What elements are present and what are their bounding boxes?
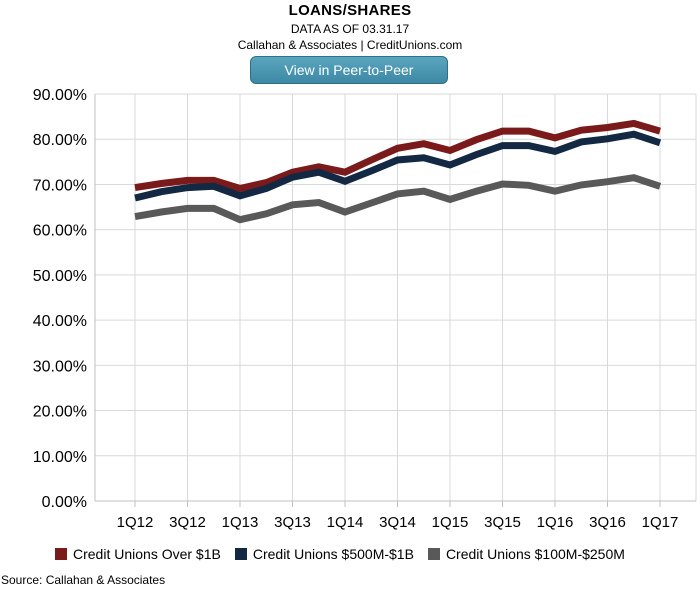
view-in-peer-to-peer-label: View in Peer-to-Peer bbox=[284, 62, 414, 78]
y-tick-label: 0.00% bbox=[42, 494, 87, 511]
x-tick-label: 3Q16 bbox=[589, 514, 626, 531]
grid bbox=[95, 93, 696, 502]
x-tick-label: 1Q16 bbox=[537, 514, 574, 531]
y-tick-label: 70.00% bbox=[33, 177, 87, 194]
y-tick-label: 90.00% bbox=[33, 87, 87, 104]
x-tick-label: 1Q15 bbox=[432, 514, 469, 531]
y-tick-labels: 0.00% 10.00% 20.00% 30.00% 40.00% 50.00% 60.00… bbox=[33, 87, 87, 511]
series-line-500m-1b bbox=[134, 130, 662, 202]
view-in-peer-to-peer-button[interactable]: View in Peer-to-Peer bbox=[250, 56, 448, 84]
axes bbox=[94, 94, 697, 507]
series-line-over-1b bbox=[134, 119, 661, 193]
legend-label: Credit Unions $100M-$250M bbox=[445, 546, 625, 562]
legend-label: Credit Unions Over $1B bbox=[73, 546, 221, 562]
x-tick-label: 1Q14 bbox=[327, 514, 364, 531]
y-tick-label: 80.00% bbox=[33, 132, 87, 149]
x-tick-label: 1Q17 bbox=[642, 514, 679, 531]
x-tick-labels: 1Q12 3Q12 1Q13 3Q13 1Q14 3Q14 1Q15 3Q15 1Q16 3Q16… bbox=[117, 514, 679, 531]
legend-swatch bbox=[234, 548, 247, 560]
y-tick-label: 40.00% bbox=[33, 313, 87, 330]
series-lines bbox=[134, 119, 662, 224]
legend-swatch bbox=[55, 548, 67, 560]
x-tick-label: 3Q15 bbox=[484, 514, 521, 531]
x-tick-label: 3Q14 bbox=[379, 514, 416, 531]
legend-item-over-1b[interactable]: Credit Unions Over $1B bbox=[55, 546, 221, 562]
line-chart: 0.00% 10.00% 20.00% 30.00% 40.00% 50.00% 60.00… bbox=[33, 87, 697, 531]
x-tick-label: 1Q13 bbox=[222, 514, 259, 531]
y-tick-label: 60.00% bbox=[33, 223, 87, 240]
x-tick-label: 1Q12 bbox=[117, 514, 154, 531]
y-tick-label: 30.00% bbox=[33, 358, 87, 375]
source-footer: Source: Callahan & Associates bbox=[1, 573, 166, 587]
y-tick-label: 10.00% bbox=[33, 449, 87, 466]
legend-swatch bbox=[427, 548, 440, 560]
x-tick-label: 3Q13 bbox=[274, 514, 311, 531]
legend-item-100m-250m[interactable]: Credit Unions $100M-$250M bbox=[427, 546, 625, 562]
legend-item-500m-1b[interactable]: Credit Unions $500M-$1B bbox=[234, 546, 414, 562]
credit-line: Callahan & Associates | CreditUnions.com bbox=[237, 38, 463, 52]
x-tick-label: 3Q12 bbox=[169, 514, 206, 531]
legend: Credit Unions Over $1B Credit Unions $50… bbox=[55, 546, 639, 562]
legend-label: Credit Unions $500M-$1B bbox=[252, 546, 414, 562]
y-tick-label: 50.00% bbox=[33, 268, 87, 285]
chart-subtitle: DATA AS OF 03.31.17 bbox=[290, 22, 410, 36]
y-tick-label: 20.00% bbox=[33, 404, 87, 421]
chart-title: LOANS/SHARES bbox=[288, 2, 412, 19]
series-line-100m-250m bbox=[134, 174, 662, 224]
